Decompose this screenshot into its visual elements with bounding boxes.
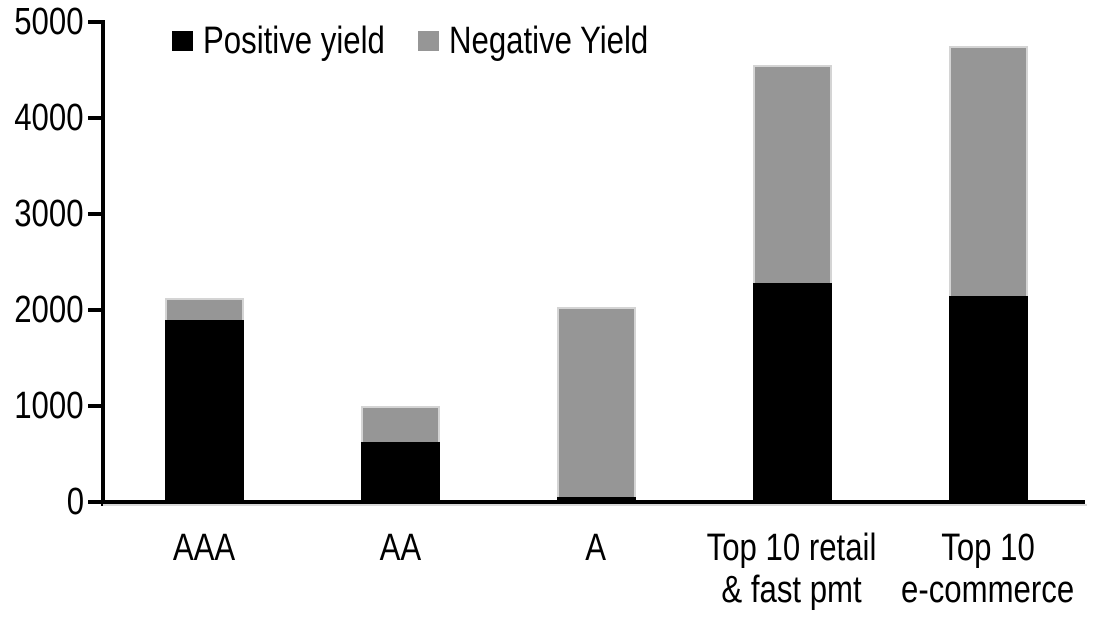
y-axis-tick-label: 0 — [0, 480, 84, 524]
x-axis-category-label-text: AAA — [172, 527, 236, 569]
legend-label: Negative Yield — [449, 20, 649, 62]
x-axis-category-label: Top 10 e-commerce — [868, 527, 1102, 611]
bar-segment-negative — [948, 46, 1028, 296]
legend-swatch-icon — [418, 31, 439, 51]
y-axis-tick-label: 2000 — [0, 288, 84, 332]
legend-label: Positive yield — [203, 20, 385, 62]
x-axis-category-label: AAA — [84, 527, 324, 569]
x-axis-shadow — [103, 504, 1087, 506]
bar-segment-negative — [556, 307, 636, 498]
x-axis-category-label: A — [476, 527, 716, 569]
y-axis-tick — [88, 116, 103, 120]
y-axis-line — [101, 20, 105, 506]
x-axis-category-label-text: Top 10 retail — [707, 527, 877, 569]
y-axis-tick-label-text: 2000 — [14, 289, 84, 331]
y-axis-tick-label: 3000 — [0, 192, 84, 236]
x-axis-category-label-text: Top 10 — [941, 527, 1035, 569]
x-axis-category-label-text: AA — [379, 527, 421, 569]
y-axis-tick — [88, 308, 103, 312]
legend-item-positive-yield: Positive yield — [172, 19, 425, 63]
bar-segment-negative — [360, 406, 440, 443]
y-axis-tick-label-text: 4000 — [14, 97, 84, 139]
y-axis-tick-label-text: 1000 — [14, 385, 84, 427]
bar-segment-negative — [752, 65, 832, 284]
y-axis-tick-label: 5000 — [0, 0, 84, 44]
bar-segment-negative — [164, 298, 244, 320]
x-axis-line — [101, 500, 1085, 504]
y-axis-tick — [88, 20, 103, 24]
x-axis-category-label: Top 10 retail & fast pmt — [672, 527, 912, 611]
y-axis-tick-label: 4000 — [0, 96, 84, 140]
legend-item-negative-yield: Negative Yield — [418, 19, 692, 63]
y-axis-tick-label: 1000 — [0, 384, 84, 428]
bar-segment-positive — [752, 283, 832, 502]
bar-segment-positive — [360, 442, 440, 502]
y-axis-tick-label-text: 5000 — [14, 1, 84, 43]
x-axis-category-label: AA — [280, 527, 520, 569]
y-axis-tick — [88, 212, 103, 216]
y-axis-tick-label-text: 3000 — [14, 193, 84, 235]
bar-segment-positive — [164, 319, 244, 502]
y-axis-tick — [88, 404, 103, 408]
x-axis-category-label-text: & fast pmt — [721, 569, 863, 611]
bar-segment-positive — [556, 497, 636, 502]
x-axis-category-label-text: A — [585, 527, 607, 569]
y-axis-tick — [88, 500, 103, 504]
bar-segment-positive — [948, 295, 1028, 502]
legend-swatch-icon — [172, 31, 193, 51]
x-axis-category-label-text: e-commerce — [901, 569, 1075, 611]
y-axis-tick-label-text: 0 — [66, 481, 84, 523]
